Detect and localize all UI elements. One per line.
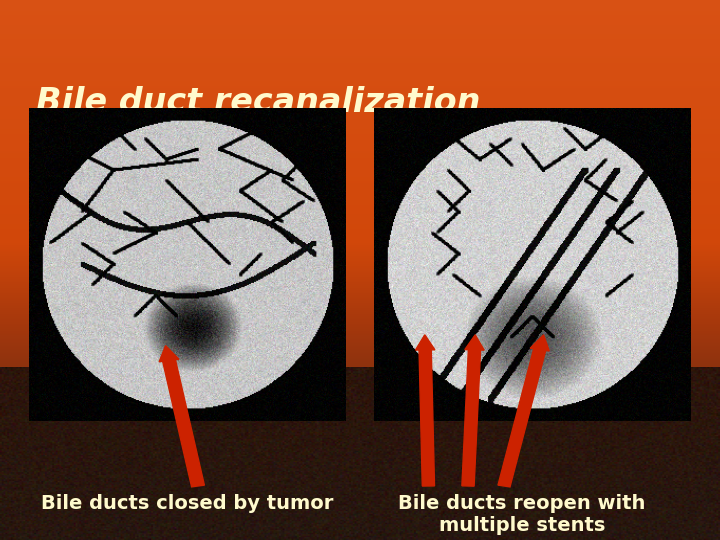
Text: Bile ducts closed by tumor: Bile ducts closed by tumor	[41, 494, 333, 513]
Text: Bile duct recanalization: Bile duct recanalization	[36, 86, 480, 119]
Text: Bile ducts reopen with
multiple stents: Bile ducts reopen with multiple stents	[398, 494, 646, 535]
